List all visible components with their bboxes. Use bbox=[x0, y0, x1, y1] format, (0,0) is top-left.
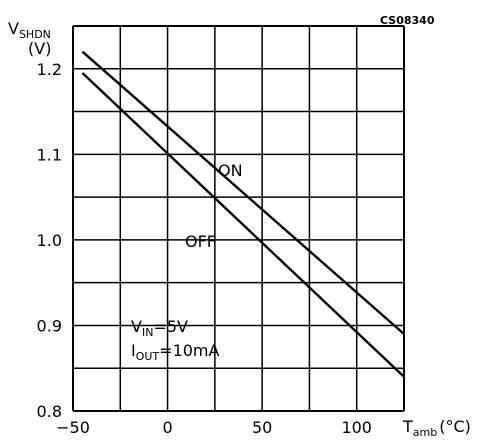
series-label-off: OFF bbox=[185, 232, 216, 251]
figure-code: CS08340 bbox=[380, 14, 435, 27]
series-line-on bbox=[81, 50, 405, 335]
grid bbox=[72, 25, 405, 412]
x-tick-label: 50 bbox=[252, 418, 272, 437]
series-lines bbox=[81, 50, 405, 378]
series-line-off bbox=[81, 72, 405, 378]
x-tick-labels: −50 0 50 100 bbox=[56, 418, 372, 437]
y-tick-labels: 0.8 0.9 1.0 1.1 1.2 bbox=[37, 60, 62, 421]
condition-vin: VIN=5V bbox=[131, 317, 188, 339]
y-tick-label: 0.8 bbox=[37, 402, 62, 421]
x-tick-label: 100 bbox=[341, 418, 372, 437]
y-axis-label: VSHDN bbox=[8, 19, 51, 41]
x-tick-label: 0 bbox=[162, 418, 172, 437]
y-tick-label: 0.9 bbox=[37, 316, 62, 335]
x-axis-label: Tamb (°C) bbox=[402, 417, 471, 439]
y-axis-unit: (V) bbox=[28, 39, 51, 58]
y-tick-label: 1.2 bbox=[37, 60, 62, 79]
y-tick-label: 1.0 bbox=[37, 231, 62, 250]
condition-iout: IOUT=10mA bbox=[131, 341, 220, 363]
x-tick-label: −50 bbox=[56, 418, 90, 437]
series-label-on: ON bbox=[218, 161, 243, 180]
y-tick-label: 1.1 bbox=[37, 145, 62, 164]
